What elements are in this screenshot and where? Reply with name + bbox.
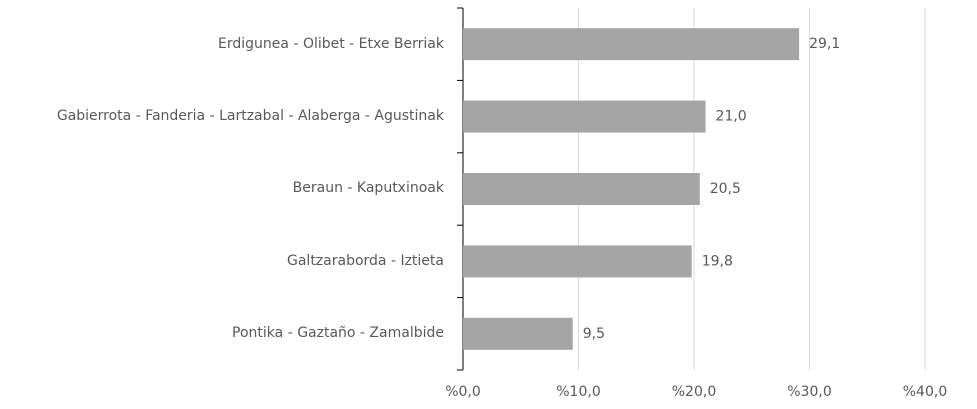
bar	[463, 173, 700, 205]
bar	[463, 245, 692, 278]
bar	[463, 100, 706, 133]
value-label: 29,1	[809, 36, 840, 52]
value-label: 21,0	[716, 109, 747, 125]
value-label: 20,5	[710, 181, 741, 197]
category-label: Erdigunea - Olibet - Etxe Berriak	[218, 35, 444, 52]
bar	[463, 28, 800, 61]
value-label: 19,8	[702, 253, 733, 269]
x-tick-label: %30,0	[787, 384, 831, 400]
x-tick-label: %10,0	[556, 384, 600, 400]
category-label: Gabierrota - Fanderia - Lartzabal - Alab…	[56, 108, 444, 125]
category-label: Galtzaraborda - Iztieta	[287, 252, 444, 269]
category-label: Pontika - Gaztaño - Zamalbide	[232, 325, 444, 342]
x-tick-label: %20,0	[672, 384, 716, 400]
category-label: Beraun - Kaputxinoak	[292, 180, 444, 197]
bar	[463, 317, 573, 350]
x-tick-label: %40,0	[903, 384, 947, 400]
x-tick-label: %0,0	[445, 384, 481, 400]
value-label: 9,5	[583, 326, 605, 342]
